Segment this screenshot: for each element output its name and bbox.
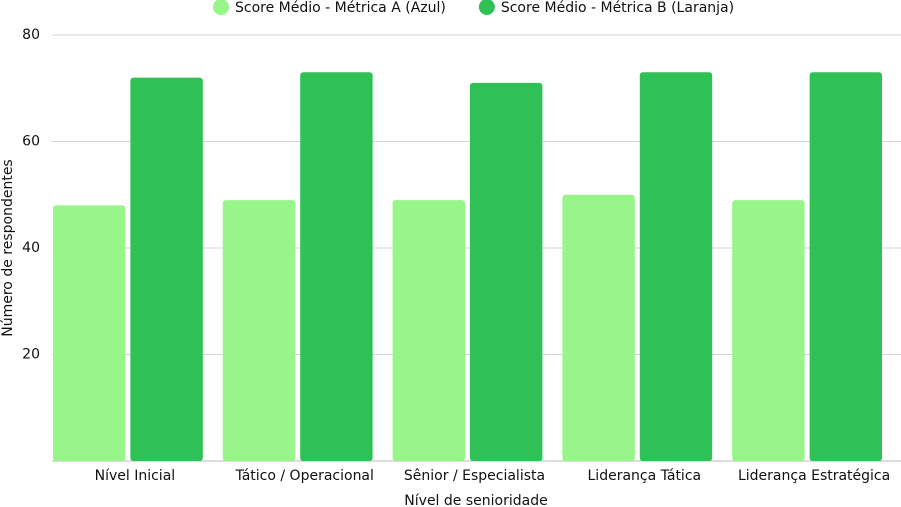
x-tick-label: Tático / Operacional [234,468,373,484]
x-tick-label: Liderança Tática [588,468,702,484]
y-tick-label: 40 [22,240,40,256]
legend-label: Score Médio - Métrica B (Laranja) [501,0,734,16]
y-tick-label: 20 [22,347,40,363]
bar [130,77,203,461]
x-tick-label: Sênior / Especialista [404,468,545,484]
bar [562,194,635,461]
bar [53,205,126,461]
x-axis-label: Nível de senioridade [404,493,547,507]
legend-swatch [213,0,229,15]
legend-swatch [478,0,495,15]
bar [639,72,713,462]
x-tick-label: Nível Inicial [95,468,176,484]
legend-label: Score Médio - Métrica A (Azul) [235,0,446,16]
y-tick-label: 60 [22,134,40,150]
x-tick-label: Liderança Estratégica [738,468,890,484]
bar [222,200,296,461]
y-axis-label: Número de respondentes [0,159,16,336]
y-tick-label: 80 [22,27,40,43]
bar [809,72,882,462]
bar [300,72,373,462]
bar [392,200,465,461]
bar [732,200,805,461]
bar [470,82,543,462]
